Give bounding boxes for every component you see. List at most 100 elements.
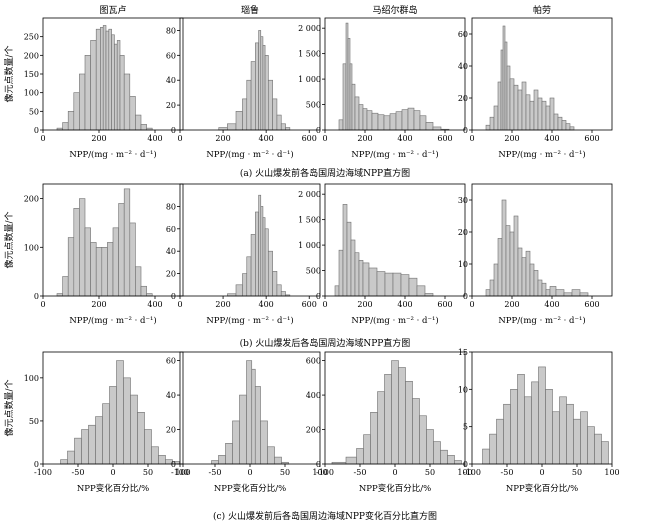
- histogram-bar: [345, 456, 357, 465]
- histogram-bar: [107, 242, 114, 297]
- y-tick-label: 0: [316, 292, 321, 301]
- y-tick-label: 20: [458, 228, 468, 237]
- x-tick-label: 0: [40, 300, 45, 309]
- histogram-bar: [517, 89, 523, 131]
- x-axis-label: NPP/(mg · m⁻² · d⁻¹): [69, 315, 156, 326]
- histogram-bar: [88, 424, 96, 465]
- y-tick-label: 5: [463, 423, 468, 432]
- histogram-bar: [447, 455, 455, 465]
- y-tick-label: 20: [458, 94, 468, 103]
- figure-caption: (a) 火山爆发前各岛国周边海域NPP直方图: [240, 167, 410, 179]
- histogram-bar: [513, 84, 519, 131]
- histogram-bar: [262, 217, 266, 297]
- histogram-bar: [377, 391, 385, 465]
- histogram-bar: [408, 277, 418, 297]
- y-tick-label: 50: [29, 417, 39, 426]
- histogram-panel: 0 200 400 600 0 20 40 60 帕劳 NPP/(mg · m⁻² · d⁻¹): [458, 4, 613, 160]
- histogram-bar: [401, 109, 409, 131]
- histogram-bar: [537, 279, 543, 297]
- histogram-bar: [569, 126, 575, 131]
- histogram-bar: [565, 123, 571, 131]
- histogram-bar: [419, 115, 427, 131]
- histogram-bar: [566, 403, 574, 465]
- x-axis-label: NPP变化百分比/%: [214, 483, 286, 494]
- y-tick-label: 100: [24, 243, 39, 252]
- histogram-bar: [580, 411, 588, 465]
- histogram-bar: [531, 381, 539, 465]
- histogram-bar: [383, 115, 391, 131]
- histogram-bar: [242, 273, 248, 297]
- histogram-bar: [405, 380, 413, 465]
- histogram-bar: [114, 43, 118, 131]
- histogram-bar: [454, 460, 462, 465]
- histogram-bar: [362, 108, 368, 131]
- histogram-bar: [517, 374, 525, 465]
- histogram-bar: [524, 396, 532, 465]
- panel-title: 瑙鲁: [241, 4, 259, 16]
- y-tick-label: 30: [458, 196, 468, 205]
- y-tick-label: 20: [166, 101, 176, 110]
- x-tick-label: 0: [392, 468, 397, 477]
- x-tick-label: 0: [40, 134, 45, 143]
- histogram-bar: [116, 40, 121, 131]
- x-tick-label: 600: [584, 134, 599, 143]
- histogram-bar: [553, 113, 559, 131]
- x-tick-label: 100: [175, 468, 190, 477]
- y-tick-label: 100: [24, 89, 39, 98]
- y-tick-label: 1 000: [298, 75, 321, 84]
- histogram-bar: [84, 55, 91, 131]
- histogram-bar: [362, 262, 370, 297]
- histogram-bar: [235, 111, 243, 131]
- x-tick-label: 600: [584, 300, 599, 309]
- plot-frame: [42, 183, 184, 297]
- x-tick-label: 200: [215, 300, 230, 309]
- y-tick-label: 0: [171, 126, 176, 135]
- x-tick-label: -100: [463, 468, 481, 477]
- y-tick-label: 40: [166, 247, 176, 256]
- histogram-bar: [506, 65, 511, 131]
- histogram-bar: [90, 40, 97, 131]
- histogram-bar: [151, 446, 159, 465]
- histogram-bar: [370, 412, 378, 465]
- y-axis-label: 像元点数量/个: [3, 211, 15, 268]
- histogram-bar: [90, 242, 97, 297]
- x-tick-label: 0: [177, 134, 182, 143]
- histogram-bar: [338, 249, 344, 297]
- histogram-bar: [395, 111, 403, 131]
- x-axis-label: NPP/(mg · m⁻² · d⁻¹): [351, 315, 438, 326]
- x-tick-label: 600: [437, 300, 452, 309]
- histogram-bar: [594, 433, 602, 465]
- histogram-bar: [62, 122, 69, 131]
- histogram-bar: [407, 107, 415, 131]
- histogram-bar: [545, 289, 551, 297]
- x-tick-label: 0: [322, 300, 327, 309]
- histogram-bar: [144, 429, 152, 465]
- histogram-bar: [425, 122, 434, 131]
- x-tick-label: 0: [469, 300, 474, 309]
- histogram-bar: [250, 234, 256, 297]
- histogram-bar: [496, 418, 504, 465]
- y-tick-label: 80: [166, 202, 176, 211]
- histogram-bar: [561, 120, 567, 131]
- y-tick-label: 1 000: [298, 241, 321, 250]
- histogram-bar: [260, 420, 268, 465]
- histogram-bar: [123, 73, 131, 131]
- histogram-bar: [354, 252, 360, 297]
- histogram-bar: [533, 89, 539, 131]
- y-tick-label: 20: [166, 270, 176, 279]
- x-tick-label: 0: [469, 134, 474, 143]
- histogram-bar: [67, 450, 75, 465]
- histogram-bar: [73, 92, 80, 131]
- histogram-bar: [497, 238, 503, 297]
- x-tick-label: 0: [110, 468, 115, 477]
- histogram-bar: [250, 61, 256, 131]
- histogram-bar: [363, 434, 371, 465]
- histogram-bar: [426, 429, 434, 465]
- histogram-bar: [579, 292, 589, 297]
- histogram-bar: [555, 289, 565, 297]
- histogram-bar: [354, 96, 360, 131]
- y-tick-label: 0: [463, 460, 468, 469]
